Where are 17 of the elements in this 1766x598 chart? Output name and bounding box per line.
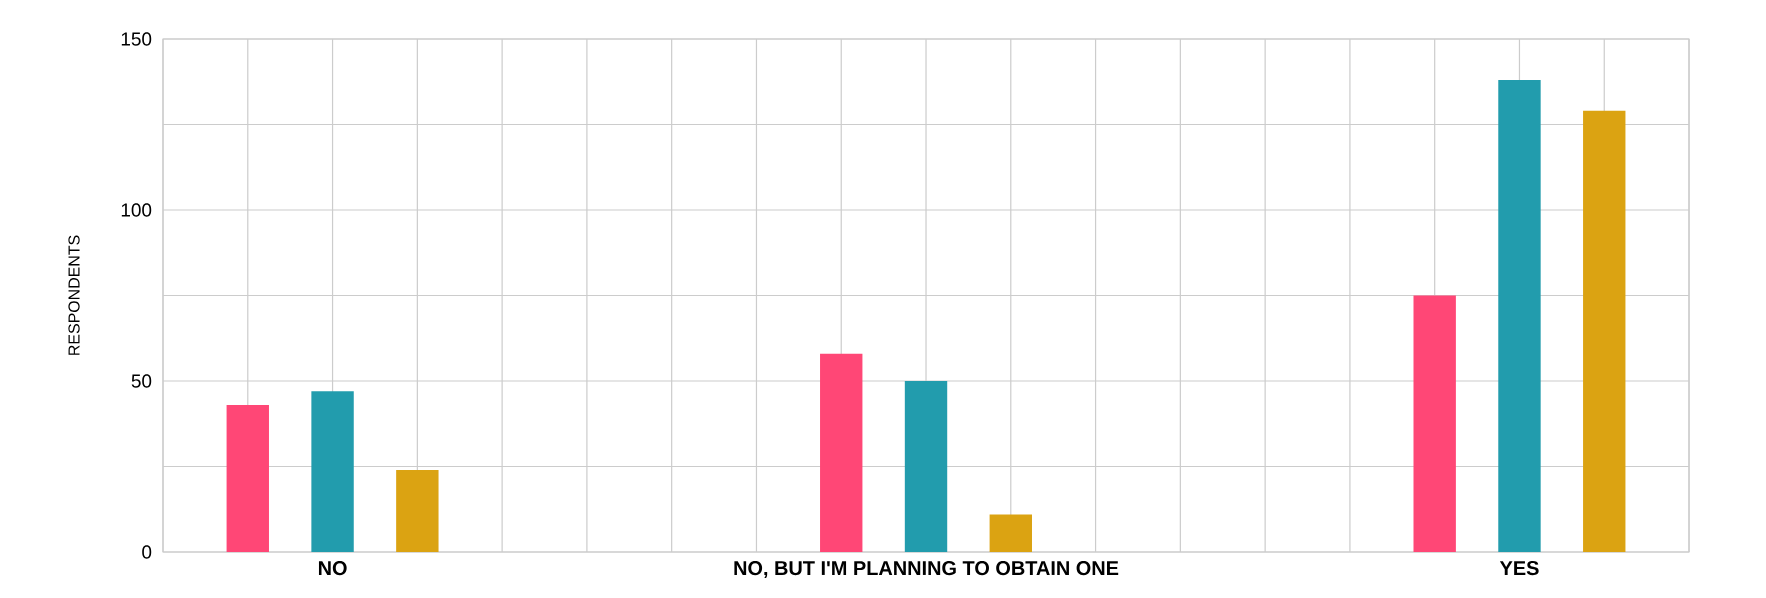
x-tick-label: NO <box>318 561 347 576</box>
y-axis-title: RESPONDENTS <box>68 235 80 355</box>
x-tick-label: YES <box>1499 561 1539 576</box>
y-tick-label: 50 <box>131 374 152 388</box>
y-tick-label: 100 <box>121 203 152 217</box>
bar <box>1583 110 1626 552</box>
bar <box>904 381 948 552</box>
y-tick-label: 150 <box>121 32 152 46</box>
bar <box>311 391 354 552</box>
bar <box>989 514 1032 552</box>
x-tick-label: NO, BUT I'M PLANNING TO OBTAIN ONE <box>734 561 1119 579</box>
bar <box>226 404 269 552</box>
bar <box>1413 295 1456 552</box>
bar <box>396 469 439 552</box>
y-tick-label: 0 <box>142 545 152 559</box>
bar <box>820 353 863 552</box>
bar <box>1498 80 1541 552</box>
